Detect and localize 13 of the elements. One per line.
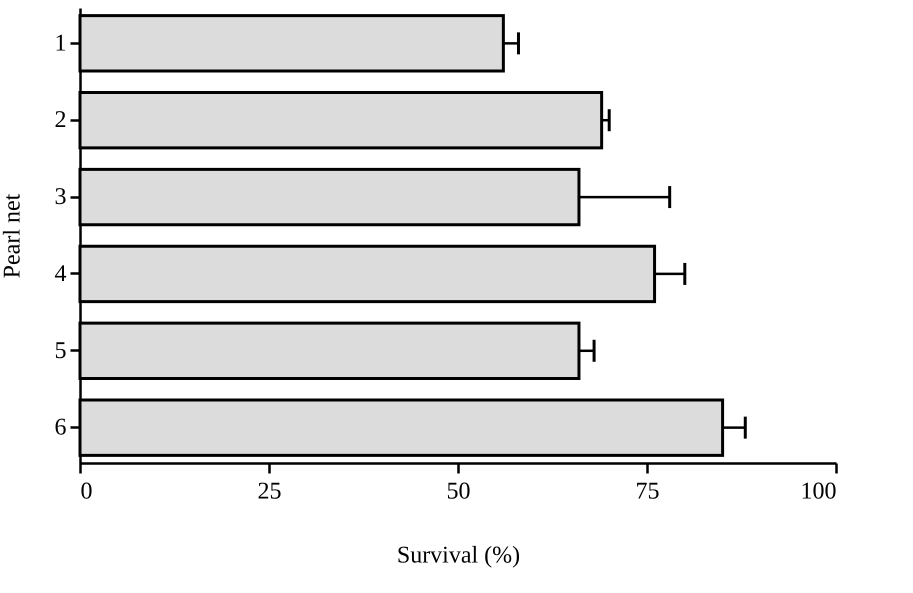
y-tick-label: 2 [54,107,66,134]
y-tick-label: 5 [54,338,66,364]
y-tick-label: 4 [54,260,66,287]
x-tick-label: 75 [636,478,660,504]
y-axis-title: Pearl net [0,193,26,278]
x-tick-label: 50 [446,478,470,504]
x-axis-title: Survival (%) [396,542,520,568]
y-tick-label: 1 [54,30,66,56]
x-tick-label: 25 [258,478,282,504]
y-tick-label: 3 [54,184,66,210]
x-tick-label: 0 [80,478,92,504]
y-tick-label: 6 [54,414,66,441]
x-tick-label: 100 [800,478,836,504]
